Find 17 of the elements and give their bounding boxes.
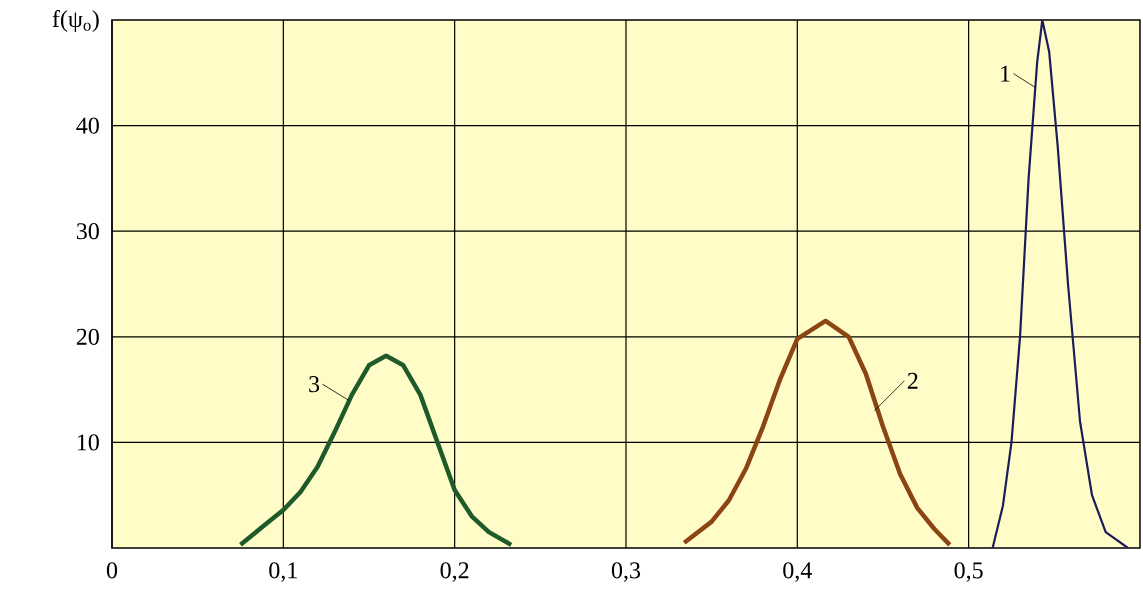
line-series — [991, 20, 1130, 548]
line-series — [238, 353, 514, 548]
x-tick-label: 0,1 — [269, 562, 297, 582]
line-series — [681, 318, 953, 548]
y-tick-label: 10 — [77, 434, 99, 451]
x-tick-label: 0,5 — [954, 562, 983, 582]
y-axis-title: f(ψ$_{o}$) — [52, 10, 99, 32]
annotation: 2 — [907, 372, 918, 389]
annotation: 3 — [309, 376, 320, 393]
x-tick-label: 0,2 — [440, 562, 469, 582]
y-tick-label: 30 — [76, 223, 99, 240]
x-tick-label: 0 — [106, 562, 118, 579]
y-tick-label: 40 — [76, 117, 99, 134]
x-tick-label: 0,3 — [611, 562, 641, 582]
annotation: 1 — [1001, 65, 1010, 82]
y-tick-label: 20 — [76, 328, 99, 345]
x-tick-label: 0,4 — [783, 562, 812, 582]
